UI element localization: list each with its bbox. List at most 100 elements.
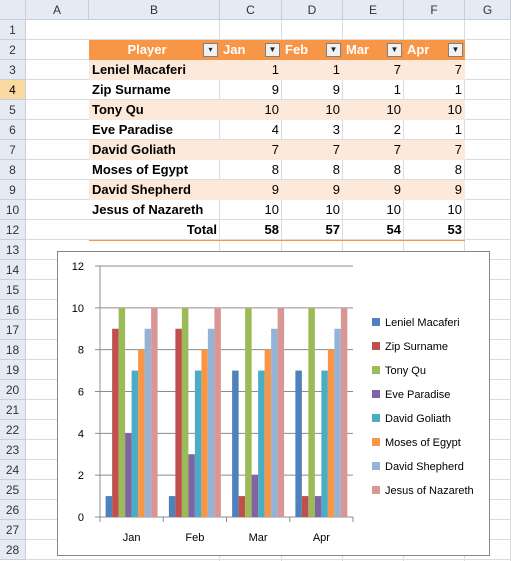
bar-eve-paradise-feb[interactable] [188,454,195,517]
row-header-8[interactable]: 8 [0,160,26,180]
row-header-3[interactable]: 3 [0,60,26,80]
value-cell[interactable]: 10 [386,202,401,217]
row-header-14[interactable]: 14 [0,260,26,280]
bar-david-goliath-feb[interactable] [194,370,202,517]
value-cell[interactable]: 10 [404,100,465,120]
row-header-22[interactable]: 22 [0,420,26,440]
bar-david-shepherd-apr[interactable] [334,328,341,517]
bar-tony-qu-feb[interactable] [181,307,189,517]
total-cell[interactable]: 58 [264,222,279,237]
value-cell[interactable]: 9 [220,180,282,200]
bar-eve-paradise-jan[interactable] [125,433,132,517]
row-header-12[interactable]: 12 [0,220,26,240]
row-header-25[interactable]: 25 [0,480,26,500]
row-header-24[interactable]: 24 [0,460,26,480]
bar-tony-qu-jan[interactable] [118,307,126,517]
value-cell[interactable]: 1 [282,60,343,80]
row-header-21[interactable]: 21 [0,400,26,420]
bar-david-shepherd-mar[interactable] [271,328,278,517]
row-header-6[interactable]: 6 [0,120,26,140]
dropdown-button[interactable]: ▼ [326,43,341,57]
total-cell[interactable]: 54 [386,222,401,237]
value-cell[interactable]: 10 [264,202,279,217]
player-name-cell[interactable]: David Goliath [89,140,220,160]
bar-eve-paradise-mar[interactable] [251,475,259,517]
bar-david-shepherd-feb[interactable] [207,328,215,517]
bar-jesus-of-nazareth-mar[interactable] [277,307,285,517]
player-name-cell[interactable]: David Shepherd [89,180,220,200]
value-cell[interactable]: 7 [282,140,343,160]
value-cell[interactable]: 4 [271,122,279,137]
row-header-5[interactable]: 5 [0,100,26,120]
player-name-cell[interactable]: Zip Surname [92,82,171,97]
row-header-1[interactable]: 1 [0,20,26,40]
value-cell[interactable]: 1 [454,122,462,137]
bar-leniel-macaferi-apr[interactable] [295,370,302,517]
column-header-a[interactable]: A [26,0,89,20]
value-cell[interactable]: 1 [393,82,401,97]
bar-zip-surname-feb[interactable] [175,328,182,517]
value-cell[interactable]: 1 [220,60,282,80]
value-cell[interactable]: 2 [393,122,401,137]
bar-jesus-of-nazareth-apr[interactable] [340,307,348,517]
value-cell[interactable]: 9 [404,180,465,200]
total-cell[interactable]: 57 [325,222,340,237]
value-cell[interactable]: 9 [343,180,404,200]
bar-moses-of-egypt-jan[interactable] [138,349,145,517]
dropdown-button[interactable]: ▼ [448,43,463,57]
chart-object[interactable]: 0 2 4 6 8 10 12 Jan Feb Mar Apr Leniel Macaferi Zip … [57,251,490,556]
row-header-23[interactable]: 23 [0,440,26,460]
value-cell[interactable]: 8 [393,162,401,177]
row-header-13[interactable]: 13 [0,240,26,260]
filter-dropdown-button[interactable]: ▾ [203,43,218,57]
value-cell[interactable]: 10 [325,202,340,217]
row-header-19[interactable]: 19 [0,360,26,380]
value-cell[interactable]: 7 [220,140,282,160]
row-header-9[interactable]: 9 [0,180,26,200]
bar-zip-surname-apr[interactable] [301,496,309,517]
bar-eve-paradise-apr[interactable] [314,496,322,517]
bar-leniel-macaferi-mar[interactable] [232,370,239,517]
row-header-4[interactable]: 4 [0,80,26,100]
value-cell[interactable]: 8 [332,162,340,177]
row-header-15[interactable]: 15 [0,280,26,300]
row-header-16[interactable]: 16 [0,300,26,320]
value-cell[interactable]: 8 [271,162,279,177]
value-cell[interactable]: 7 [343,140,404,160]
column-header-e[interactable]: E [343,0,404,20]
select-all-corner[interactable] [0,0,26,20]
bar-tony-qu-mar[interactable] [245,307,252,517]
bar-leniel-macaferi-jan[interactable] [105,496,113,517]
row-header-2[interactable]: 2 [0,40,26,60]
player-name-cell[interactable]: Tony Qu [89,100,220,120]
player-name-cell[interactable]: Leniel Macaferi [89,60,220,80]
value-cell[interactable]: 3 [332,122,340,137]
total-cell[interactable]: 53 [447,222,462,237]
bar-david-shepherd-jan[interactable] [144,328,152,517]
column-header-c[interactable]: C [220,0,282,20]
bar-zip-surname-jan[interactable] [112,328,119,517]
bar-david-goliath-mar[interactable] [258,370,265,517]
bar-jesus-of-nazareth-jan[interactable] [151,307,158,517]
dropdown-button[interactable]: ▼ [387,43,402,57]
bar-david-goliath-apr[interactable] [321,370,328,517]
value-cell[interactable]: 10 [220,100,282,120]
row-header-18[interactable]: 18 [0,340,26,360]
value-cell[interactable]: 10 [282,100,343,120]
bar-zip-surname-mar[interactable] [238,496,246,517]
value-cell[interactable]: 7 [404,60,465,80]
value-cell[interactable]: 1 [454,82,462,97]
value-cell[interactable]: 7 [404,140,465,160]
column-header-d[interactable]: D [282,0,343,20]
bar-david-goliath-jan[interactable] [131,370,139,517]
row-header-10[interactable]: 10 [0,200,26,220]
dropdown-button[interactable]: ▼ [265,43,280,57]
value-cell[interactable]: 8 [454,162,462,177]
column-header-b[interactable]: B [89,0,220,20]
bar-moses-of-egypt-apr[interactable] [327,349,335,517]
bar-moses-of-egypt-feb[interactable] [201,349,208,517]
row-header-17[interactable]: 17 [0,320,26,340]
row-header-7[interactable]: 7 [0,140,26,160]
value-cell[interactable]: 9 [271,82,279,97]
row-header-27[interactable]: 27 [0,520,26,540]
